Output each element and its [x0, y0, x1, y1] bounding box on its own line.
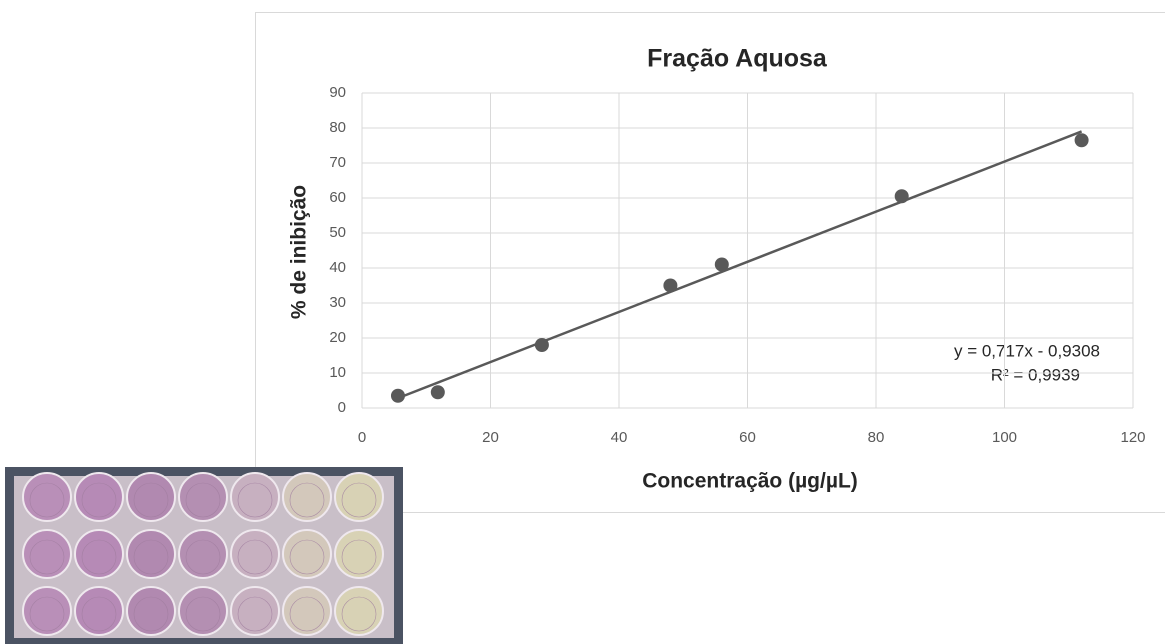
x-tick-label: 120 — [1120, 429, 1145, 446]
well-plate-photo — [5, 467, 403, 644]
x-tick-label: 60 — [739, 429, 756, 446]
well-inner — [186, 597, 220, 631]
well-inner — [290, 597, 324, 631]
y-tick-label: 10 — [329, 364, 346, 381]
y-tick-label: 20 — [329, 329, 346, 346]
well-inner — [134, 483, 168, 517]
well-inner — [82, 597, 116, 631]
chart-frame — [256, 13, 1165, 513]
x-tick-label: 100 — [992, 429, 1017, 446]
well-inner — [342, 540, 376, 574]
y-tick-label: 90 — [329, 84, 346, 101]
well-inner — [238, 540, 272, 574]
y-tick-label: 50 — [329, 224, 346, 241]
chart-title: Fração Aquosa — [647, 45, 828, 73]
x-tick-label: 40 — [611, 429, 628, 446]
y-tick-label: 70 — [329, 154, 346, 171]
point — [431, 385, 445, 399]
well-inner — [30, 483, 64, 517]
well-inner — [238, 597, 272, 631]
x-tick-label: 0 — [358, 429, 366, 446]
point — [535, 338, 549, 352]
well-inner — [290, 540, 324, 574]
x-tick-label: 80 — [868, 429, 885, 446]
y-tick-label: 80 — [329, 119, 346, 136]
equation: y = 0,717x - 0,9308 — [954, 341, 1100, 360]
well-inner — [30, 540, 64, 574]
well-inner — [342, 483, 376, 517]
y-tick-label: 30 — [329, 294, 346, 311]
well-inner — [30, 597, 64, 631]
well-inner — [238, 483, 272, 517]
x-tick-label: 20 — [482, 429, 499, 446]
well-inner — [134, 597, 168, 631]
point — [391, 389, 405, 403]
well-inner — [186, 483, 220, 517]
page: {"chart_data": {"type": "scatter", "titl… — [0, 0, 1165, 644]
well-inner — [134, 540, 168, 574]
y-tick-label: 60 — [329, 189, 346, 206]
y-tick-label: 0 — [338, 399, 346, 416]
point — [1075, 133, 1089, 147]
chart: Fração Aquosa Concentração (µg/µL) % de … — [0, 0, 1165, 644]
x-axis-label: Concentração (µg/µL) — [642, 470, 858, 493]
point — [715, 258, 729, 272]
y-tick-label: 40 — [329, 259, 346, 276]
well-inner — [186, 540, 220, 574]
well-inner — [82, 483, 116, 517]
well-inner — [82, 540, 116, 574]
well-inner — [342, 597, 376, 631]
well-inner — [290, 483, 324, 517]
point — [895, 189, 909, 203]
point — [663, 279, 677, 293]
y-axis-label: % de inibição — [288, 185, 311, 319]
